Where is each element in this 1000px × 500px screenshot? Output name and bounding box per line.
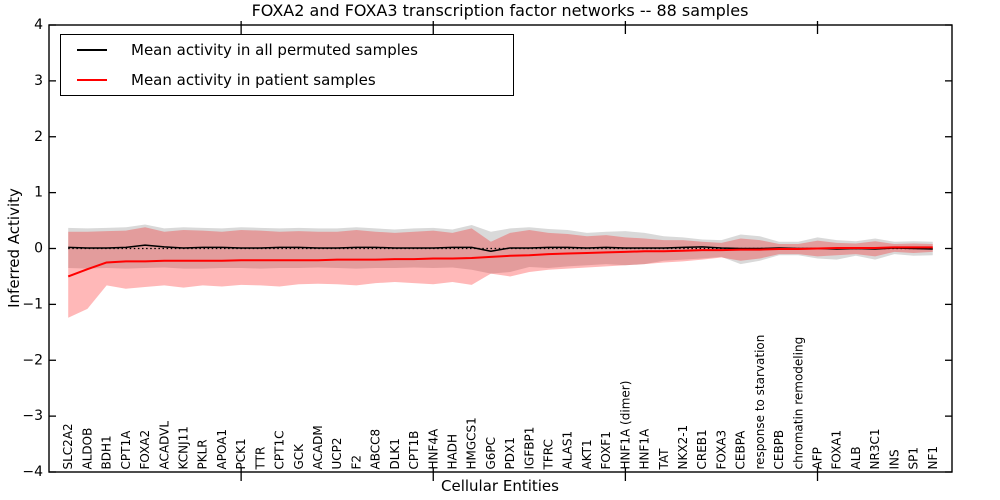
x-axis-title: Cellular Entities [441, 477, 559, 495]
patient-mean-line [67, 246, 933, 278]
x-tick-label: HNF4A [426, 428, 440, 470]
x-tick-label: HMGCS1 [465, 417, 479, 469]
x-tick-label: TFRC [542, 439, 556, 470]
x-tick-label: BDH1 [100, 435, 114, 469]
x-tick-label: CPT1B [407, 431, 421, 470]
x-tick-label: AFP [811, 447, 825, 469]
y-tick-label: 4 [34, 17, 43, 33]
x-tick-label: IGFBP1 [522, 427, 536, 470]
x-tick-label: TTR [253, 447, 267, 471]
legend-item-label: Mean activity in patient samples [131, 71, 376, 89]
x-tick-label: F2 [349, 455, 363, 470]
y-tick-label: −4 [22, 464, 43, 480]
x-tick-label: G6PC [484, 437, 498, 470]
x-tick-label: UCP2 [330, 437, 344, 469]
x-tick-label: AKT1 [580, 439, 594, 469]
x-tick-label: NF1 [926, 446, 940, 470]
y-tick-label: 0 [34, 241, 43, 257]
x-tick-label: TAT [657, 448, 671, 471]
x-tick-label: CEBPB [772, 430, 786, 470]
x-tick-label: PKLR [196, 439, 210, 469]
y-tick-label: −3 [22, 408, 43, 424]
legend: Mean activity in all permuted samples Me… [60, 34, 514, 96]
x-tick-label: CEBPA [734, 430, 748, 470]
x-tick-label: APOA1 [215, 429, 229, 470]
legend-item-patient: Mean activity in patient samples [61, 65, 513, 95]
x-tick-label: PDX1 [503, 437, 517, 469]
legend-item-permuted: Mean activity in all permuted samples [61, 35, 513, 65]
x-tick-label: CPT1C [273, 431, 287, 470]
x-tick-label: ALB [849, 446, 863, 469]
x-tick-label: SLC2A2 [61, 423, 75, 469]
legend-line-sample-red [77, 79, 107, 81]
x-tick-label: HADH [445, 434, 459, 470]
x-tick-label: FOXF1 [599, 431, 613, 469]
x-tick-label: ABCC8 [369, 429, 383, 470]
x-tick-label: NKX2-1 [676, 425, 690, 470]
x-tick-label: HNF1A (dimer) [618, 381, 632, 470]
y-tick-label: 3 [34, 73, 43, 89]
x-tick-label: INS [887, 449, 901, 469]
y-tick-label: 2 [34, 129, 43, 145]
plot-frame [48, 24, 953, 473]
x-tick-label: NR3C1 [868, 429, 882, 470]
x-tick-label: DLK1 [388, 438, 402, 469]
x-tick-label: GCK [292, 443, 306, 470]
legend-item-label: Mean activity in all permuted samples [131, 41, 418, 59]
y-tick-label: 1 [34, 185, 43, 201]
y-tick-label: −2 [22, 352, 43, 368]
x-tick-label: ALAS1 [561, 431, 575, 470]
x-tick-label: ACADVL [157, 421, 171, 470]
x-tick-label: CREB1 [695, 429, 709, 469]
x-tick-label: chromatin remodeling [791, 337, 805, 470]
x-tick-label: HNF1A [638, 428, 652, 470]
x-tick-label: ALDOB [80, 428, 94, 470]
x-tick-label: response to starvation [753, 335, 767, 470]
legend-line-sample-black [77, 49, 107, 51]
x-tick-label: FOXA3 [714, 430, 728, 470]
y-tick-label: −1 [22, 296, 43, 312]
x-tick-label: FOXA2 [138, 430, 152, 470]
x-tick-label: PCK1 [234, 438, 248, 469]
x-tick-label: SP1 [907, 447, 921, 470]
x-tick-label: CPT1A [119, 430, 133, 470]
chart-title: FOXA2 and FOXA3 transcription factor net… [251, 1, 749, 20]
x-tick-label: ACADM [311, 425, 325, 469]
x-tick-label: FOXA1 [830, 430, 844, 470]
x-tick-label: KCNJ11 [176, 426, 190, 469]
